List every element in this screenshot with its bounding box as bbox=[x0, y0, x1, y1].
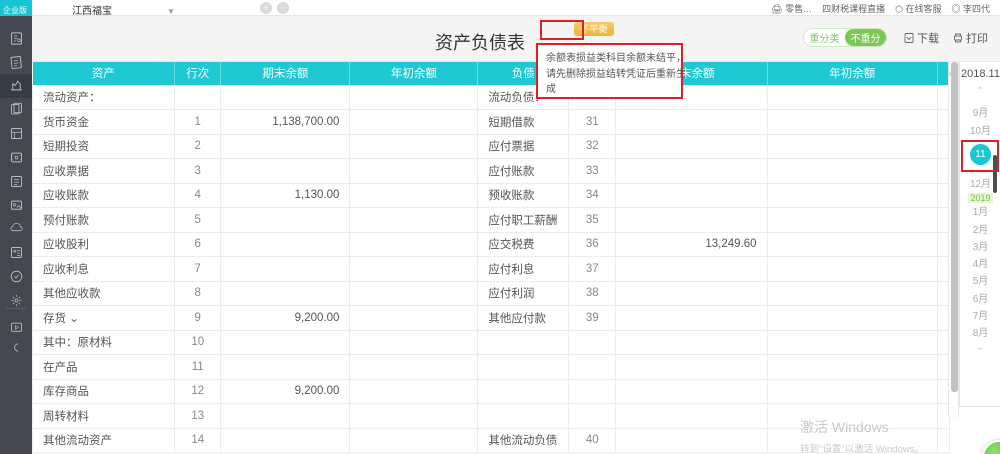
svg-text:企业版: 企业版 bbox=[3, 5, 27, 15]
